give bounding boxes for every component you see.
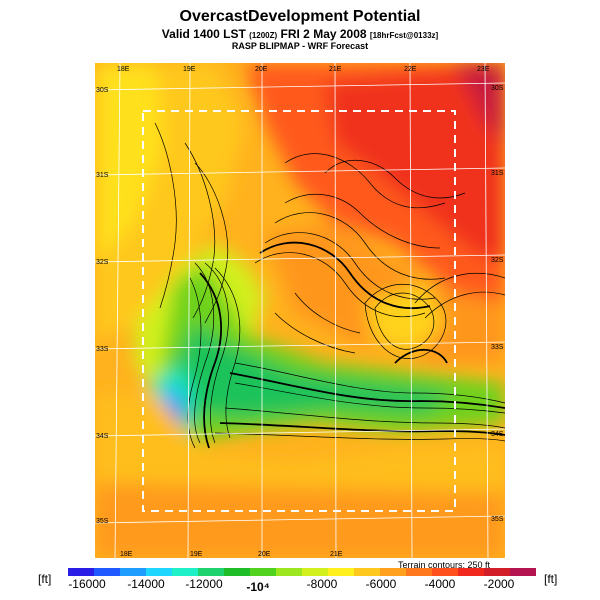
lon-label-top: 18E [117, 66, 130, 73]
lat-label-left: 32S [96, 259, 109, 266]
lat-label-left: 35S [96, 518, 109, 525]
lat-label-right: 33S [491, 344, 504, 351]
colorbar-swatch [198, 568, 225, 576]
colorbar-tick-label: -8000 [306, 577, 338, 591]
colorbar-tick-label: -14000 [127, 577, 165, 591]
colorbar-tick-label: -10⁴ [246, 580, 270, 594]
lon-label-bottom: 21E [330, 551, 343, 558]
colorbar-swatch [302, 568, 329, 576]
lon-label-bottom: 19E [190, 551, 203, 558]
lat-label-left: 30S [96, 87, 109, 94]
colorbar-tick-label: -16000 [68, 577, 106, 591]
colorbar-unit-left: [ft] [38, 572, 52, 586]
lon-label-top: 20E [255, 66, 268, 73]
colorbar-swatch [354, 568, 381, 576]
lat-lon-grid [95, 63, 505, 558]
colorbar-tick-label: -4000 [424, 577, 456, 591]
valid-time-line: Valid 1400 LST (1200Z) FRI 2 May 2008 [1… [161, 27, 439, 41]
colorbar-swatch [328, 568, 355, 576]
colorbar-tick-label: -12000 [185, 577, 223, 591]
colorbar-swatch [120, 568, 147, 576]
colorbar-swatch [224, 568, 251, 576]
lat-label-right: 30S [491, 85, 504, 92]
colorbar-swatch [380, 568, 407, 576]
lat-label-left: 31S [96, 172, 109, 179]
colorbar-swatch [250, 568, 277, 576]
lon-label-bottom: 18E [120, 551, 133, 558]
colorbar-unit-right: [ft] [544, 572, 558, 586]
lat-label-right: 35S [491, 516, 504, 523]
colorbar-swatch [458, 568, 485, 576]
lat-label-right: 32S [491, 257, 504, 264]
map-title: OvercastDevelopment Potential [179, 8, 421, 25]
forecast-source-line: RASP BLIPMAP - WRF Forecast [231, 41, 369, 51]
lon-label-top: 19E [183, 66, 196, 73]
terrain-contour-note: Terrain contours: 250 ft [398, 560, 491, 570]
lat-label-right: 31S [491, 170, 504, 177]
lat-label-right: 34S [491, 431, 504, 438]
lon-label-top: 21E [329, 66, 342, 73]
colorbar-swatch [94, 568, 121, 576]
terrain-contours [154, 122, 505, 449]
lat-label-left: 34S [96, 433, 109, 440]
colorbar-tick-label: -2000 [483, 577, 515, 591]
lat-label-left: 33S [96, 346, 109, 353]
colorbar-swatch [406, 568, 433, 576]
inner-domain-boundary [142, 110, 456, 512]
colorbar [68, 568, 536, 576]
lon-label-bottom: 20E [258, 551, 271, 558]
forecast-map: 18E 19E 20E 21E 22E 23E 18E 19E 20E 21E … [95, 63, 505, 558]
lon-label-top: 22E [404, 66, 417, 73]
colorbar-tick-label: -6000 [365, 577, 397, 591]
colorbar-swatch [68, 568, 95, 576]
colorbar-swatch [172, 568, 199, 576]
colorbar-swatch [484, 568, 511, 576]
colorbar-swatch [510, 568, 536, 576]
colorbar-swatch [432, 568, 459, 576]
potential-field [95, 63, 505, 558]
colorbar-swatch [276, 568, 303, 576]
lon-label-top: 23E [477, 66, 490, 73]
colorbar-swatch [146, 568, 173, 576]
